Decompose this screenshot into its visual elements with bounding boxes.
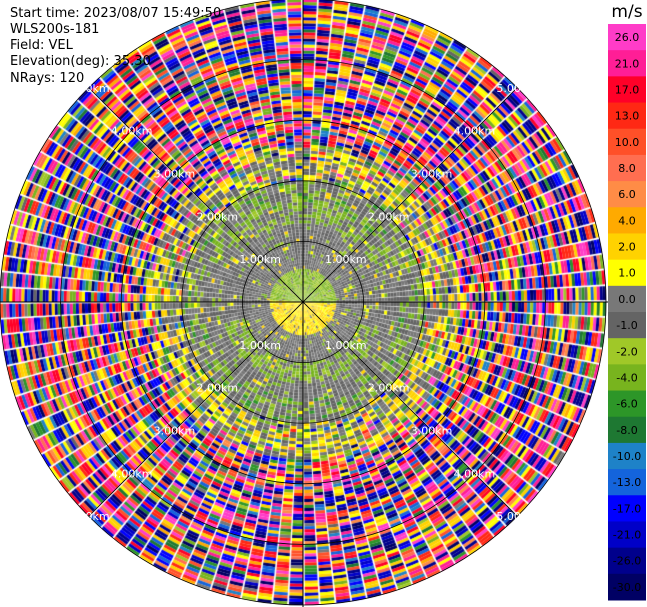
colorbar-segment <box>608 338 646 365</box>
start-time-label: Start time: 2023/08/07 15:49:50 <box>10 6 222 21</box>
colorbar-tick-label: 13.0 <box>615 110 640 123</box>
colorbar-segment <box>608 259 646 287</box>
colorbar-segment <box>608 102 646 130</box>
ring-label-2km-se: 2.00km <box>368 382 410 395</box>
colorbar-tick-label: 4.0 <box>618 214 636 227</box>
colorbar-tick-label: -2.0 <box>616 345 637 358</box>
field-label: Field: VEL <box>10 38 73 53</box>
colorbar-segment <box>608 207 646 234</box>
colorbar-tick-label: 17.0 <box>615 83 640 96</box>
colorbar-segment <box>608 469 646 496</box>
colorbar-segment <box>608 312 646 339</box>
colorbar-segment <box>608 285 646 313</box>
ring-label-1km-nw: 1.00km <box>239 253 281 266</box>
colorbar-tick-label: 6.0 <box>618 188 636 201</box>
ring-label-3km-ne: 3.00km <box>411 167 453 180</box>
ring-label-3km-se: 3.00km <box>411 425 453 438</box>
ring-label-1km-ne: 1.00km <box>325 253 367 266</box>
axis-diagonal-sw-ne <box>88 87 518 517</box>
ring-label-2km-sw: 2.00km <box>197 382 239 395</box>
colorbar-tick-label: -21.0 <box>613 529 641 542</box>
ring-label-4km-nw: 4.00km <box>111 125 153 138</box>
ring-label-5km-sw: 5.00km <box>68 510 110 523</box>
ring-label-5km-ne: 5.00km <box>496 82 538 95</box>
colorbar-tick-label: 10.0 <box>615 136 640 149</box>
colorbar-segment <box>608 521 646 549</box>
instrument-label: WLS200s-181 <box>10 22 100 37</box>
ring-label-5km-nw: 5.00km <box>68 82 110 95</box>
ring-label-1km-se: 1.00km <box>325 339 367 352</box>
colorbar-tick-label: -4.0 <box>616 371 637 384</box>
elevation-label: Elevation(deg): 35.30 <box>10 54 151 69</box>
colorbar-segment <box>608 76 646 104</box>
colorbar-tick-label: 8.0 <box>618 162 636 175</box>
colorbar-tick-label: -8.0 <box>616 424 637 437</box>
colorbar-segment <box>608 364 646 392</box>
colorbar-tick-label: -26.0 <box>613 555 641 568</box>
colorbar-segment <box>608 390 646 418</box>
colorbar-segment <box>608 181 646 208</box>
colorbar-segment <box>608 442 646 470</box>
colorbar-segment <box>608 50 646 77</box>
colorbar-tick-label: 2.0 <box>618 241 636 254</box>
ring-label-5km-se: 5.00km <box>496 510 538 523</box>
colorbar-segment <box>608 495 646 522</box>
colorbar-segment <box>608 154 646 182</box>
nrays-label: NRays: 120 <box>10 71 85 86</box>
ring-label-4km-sw: 4.00km <box>111 467 153 480</box>
colorbar-tick-label: 1.0 <box>618 267 636 280</box>
ring-label-4km-se: 4.00km <box>454 467 496 480</box>
ring-label-1km-sw: 1.00km <box>239 339 281 352</box>
colorbar-segment <box>608 233 646 261</box>
colorbar-title: m/s <box>611 2 642 22</box>
colorbar-segment <box>608 573 646 601</box>
colorbar-tick-label: -6.0 <box>616 398 637 411</box>
ring-label-3km-nw: 3.00km <box>154 167 196 180</box>
ring-label-4km-ne: 4.00km <box>454 125 496 138</box>
colorbar-segment <box>608 128 646 156</box>
colorbar-segment <box>608 547 646 575</box>
colorbar-tick-label: -30.0 <box>613 581 641 594</box>
colorbar-segment <box>608 24 646 51</box>
ring-label-2km-ne: 2.00km <box>368 210 410 223</box>
colorbar-tick-label: -10.0 <box>613 450 641 463</box>
colorbar-tick-label: -13.0 <box>613 476 641 489</box>
ring-label-2km-nw: 2.00km <box>197 210 239 223</box>
colorbar-tick-label: -1.0 <box>616 319 637 332</box>
colorbar-tick-label: 21.0 <box>615 57 640 70</box>
colorbar-segment <box>608 416 646 444</box>
colorbar-tick-label: 26.0 <box>615 31 640 44</box>
ring-label-3km-sw: 3.00km <box>154 425 196 438</box>
colorbar-tick-label: 0.0 <box>618 293 636 306</box>
colorbar-tick-label: -17.0 <box>613 502 641 515</box>
